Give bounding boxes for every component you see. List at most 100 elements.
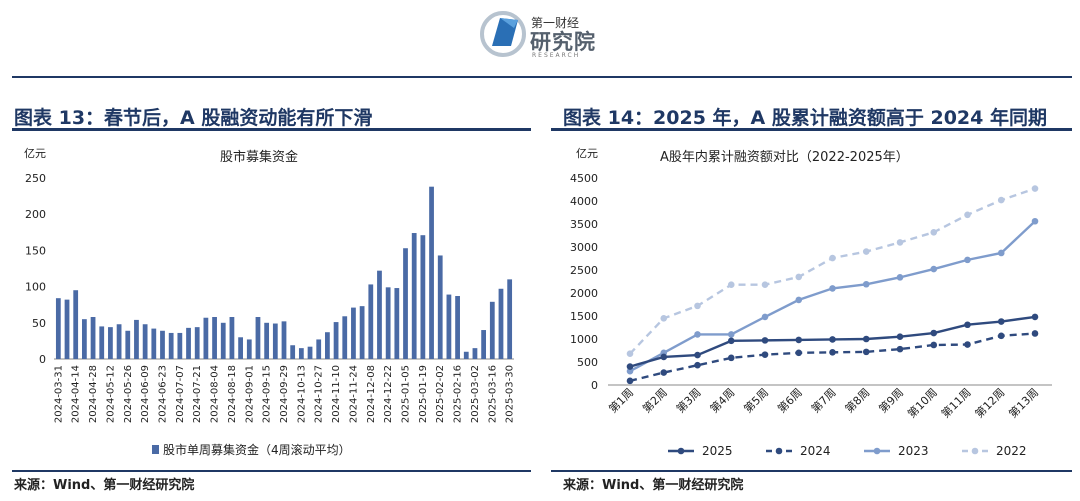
left-y-tick-label: 50 [32,317,46,330]
header-divider [12,76,1072,78]
left-bar [420,235,426,359]
series-point-2022 [896,239,904,246]
legend-label-2022: 2022 [996,444,1027,458]
left-x-tick-label: 2024-11-24 [348,365,359,423]
right-x-tick-label: 第10周 [905,385,940,420]
left-x-tick-label: 2024-08-04 [210,365,221,423]
left-y-tick-label: 150 [25,244,46,257]
left-bar [220,322,226,359]
right-x-tick-label: 第3周 [673,385,703,415]
right-y-tick-label: 4000 [570,195,598,208]
left-y-tick-label: 0 [39,353,46,366]
right-x-tick-label: 第11周 [938,385,973,420]
series-point-2024 [761,351,769,358]
series-point-2023 [829,285,836,292]
series-point-2022 [626,350,634,358]
series-point-2022 [862,248,870,255]
left-x-tick-label: 2024-05-12 [105,365,116,423]
right-x-tick-label: 第13周 [1006,385,1041,420]
left-bar [229,317,235,359]
left-bar [472,348,478,359]
series-point-2024 [829,349,836,356]
series-point-2022 [930,228,938,236]
right-y-tick-label: 3500 [570,218,598,231]
series-point-2025 [795,336,803,344]
left-bar [351,307,356,359]
series-point-2025 [660,353,668,361]
left-x-tick-label: 2025-02-02 [435,365,446,423]
left-y-tick-label: 200 [25,208,46,221]
right-x-tick-label: 第8周 [842,385,872,415]
series-point-2025 [727,337,735,345]
left-bar [359,306,365,359]
left-bar [394,288,400,359]
left-x-tick-label: 2024-07-21 [192,365,203,423]
series-point-2025 [761,337,769,344]
right-y-tick-label: 1500 [570,310,598,323]
right-y-tick-label: 4500 [570,172,598,185]
left-x-tick-label: 2025-03-30 [505,365,516,423]
left-x-tick-label: 2025-03-16 [487,365,498,423]
legend-label-2025: 2025 [702,444,733,458]
series-point-2023 [1031,217,1039,225]
left-bar [142,324,148,359]
series-point-2022 [795,273,803,281]
left-bar [298,348,304,359]
logo-main-text: 研究院 [530,30,596,54]
left-x-tick-label: 2024-08-18 [227,365,238,423]
left-bar [125,330,131,359]
series-point-2025 [626,363,634,370]
left-bar [255,317,261,359]
series-point-2022 [1031,185,1039,192]
logo-sub-text: RESEARCH [532,52,581,59]
left-bar [212,317,217,359]
series-point-2023 [626,367,634,375]
series-line-2023 [629,220,1036,373]
left-unit-label: 亿元 [24,147,46,160]
series-point-2022 [727,281,735,289]
brand-logo: 第一财经 研究院 RESEARCH [478,6,608,62]
series-point-2024 [1031,330,1039,337]
left-bar [377,270,382,359]
right-y-tick-label: 1000 [570,333,598,346]
left-bar [160,330,165,359]
series-point-2023 [795,296,803,304]
left-bar [186,327,191,359]
legend-marker-2025 [677,447,685,455]
left-bar [108,327,113,359]
left-heading: 图表 13：春节后，A 股融资动能有所下滑 [14,107,373,129]
series-point-2022 [997,196,1005,204]
right-x-tick-label: 第6周 [774,385,804,415]
left-x-tick-label: 2024-06-23 [157,365,168,423]
logo-emblem-icon [480,11,526,57]
left-y-tick-label: 250 [25,172,46,185]
left-bar [498,288,504,359]
left-x-tick-label: 2024-05-26 [123,365,134,423]
left-x-tick-label: 2024-03-31 [53,365,64,423]
left-bar [81,319,87,359]
left-bar [333,322,339,359]
left-x-tick-label: 2025-01-05 [401,365,412,423]
left-x-tick-label: 2024-12-08 [366,365,377,423]
left-bar [429,186,434,359]
left-bar [411,233,417,359]
series-point-2024 [660,369,668,376]
right-x-tick-label: 第2周 [639,385,669,415]
left-bar [194,327,200,359]
legend-marker-2022 [971,447,979,455]
left-bar-chart: 0 50 100 150 200 250 2024-03-31 2024-04-14 2024-… [25,172,516,457]
left-x-tick-label: 2025-02-16 [453,365,464,423]
series-point-2023 [964,256,971,264]
series-point-2025 [964,321,971,329]
left-bar [151,328,157,359]
series-point-2025 [997,318,1005,325]
right-unit-label: 亿元 [576,147,598,160]
series-point-2024 [862,348,870,356]
left-bar [325,332,330,359]
right-y-tick-label: 3000 [570,241,598,254]
legend-label-2024: 2024 [800,444,831,458]
series-point-2023 [727,331,735,338]
left-bar [463,351,469,359]
left-bar [168,332,174,359]
series-point-2023 [694,331,701,338]
